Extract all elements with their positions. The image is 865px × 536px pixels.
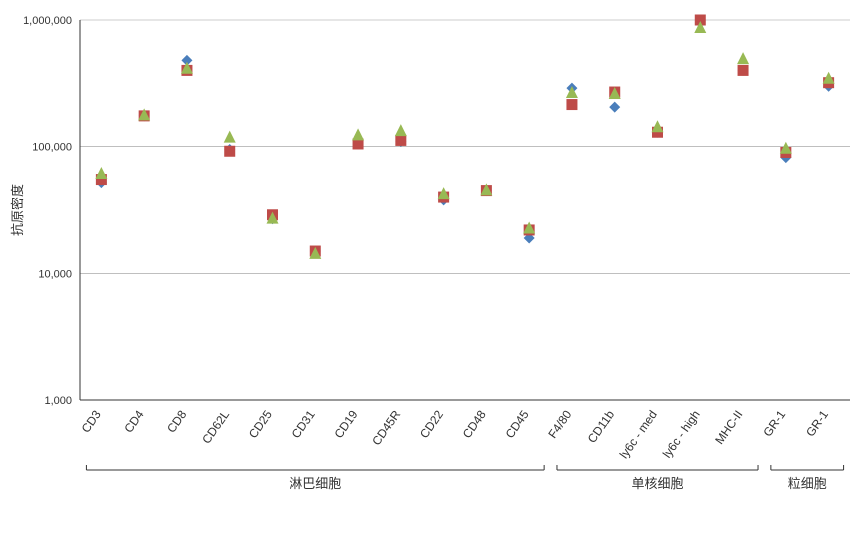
x-tick-label: GR-1: [803, 407, 831, 439]
x-tick-label: GR-1: [760, 407, 788, 439]
x-tick-label: CD11b: [585, 407, 618, 445]
marker-diamond: [609, 102, 620, 113]
group-label: 单核细胞: [631, 476, 683, 491]
y-tick-label: 1,000,000: [23, 15, 72, 27]
y-tick-label: 10,000: [38, 268, 72, 280]
chart-canvas: 1,000 10,000 100,000 1,000,000 抗原密度 CD3 CD4 CD8…: [0, 0, 865, 536]
x-tick-label: MHC-II: [712, 408, 745, 447]
x-tick-label: CD62L: [199, 407, 232, 446]
y-tick-label: 1,000: [44, 395, 72, 407]
chart-svg: 1,000 10,000 100,000 1,000,000 抗原密度 CD3 CD4 CD8…: [0, 0, 865, 536]
x-tick-label: CD19: [331, 407, 360, 440]
marker-triangle: [652, 120, 664, 132]
x-tick-label: CD31: [289, 407, 318, 440]
marker-triangle: [95, 167, 107, 179]
marker-triangle: [224, 131, 236, 143]
marker-square: [566, 99, 577, 110]
marker-square: [395, 135, 406, 146]
marker-square: [738, 65, 749, 76]
marker-square: [224, 146, 235, 157]
y-tick-label: 100,000: [32, 142, 72, 154]
x-tick-label: F4/80: [545, 407, 574, 440]
x-tick-label: CD3: [79, 407, 104, 435]
group-label: 粒细胞: [788, 476, 827, 491]
marker-triangle: [395, 124, 407, 136]
x-tick-label: CD4: [121, 407, 146, 435]
group-label: 淋巴细胞: [289, 476, 341, 491]
marker-triangle: [352, 128, 364, 140]
x-tick-label: CD8: [164, 407, 189, 435]
x-tick-label: CD45: [503, 407, 532, 440]
x-tick-label: CD22: [417, 407, 446, 440]
x-tick-label: ly6c - high: [660, 408, 703, 461]
x-tick-label: CD48: [460, 407, 489, 440]
x-tick-label: CD25: [246, 407, 275, 440]
y-axis-title: 抗原密度: [10, 184, 25, 236]
marker-triangle: [737, 52, 749, 64]
x-tick-label: ly6c - med: [617, 408, 660, 461]
x-tick-label: CD45R: [369, 407, 403, 448]
